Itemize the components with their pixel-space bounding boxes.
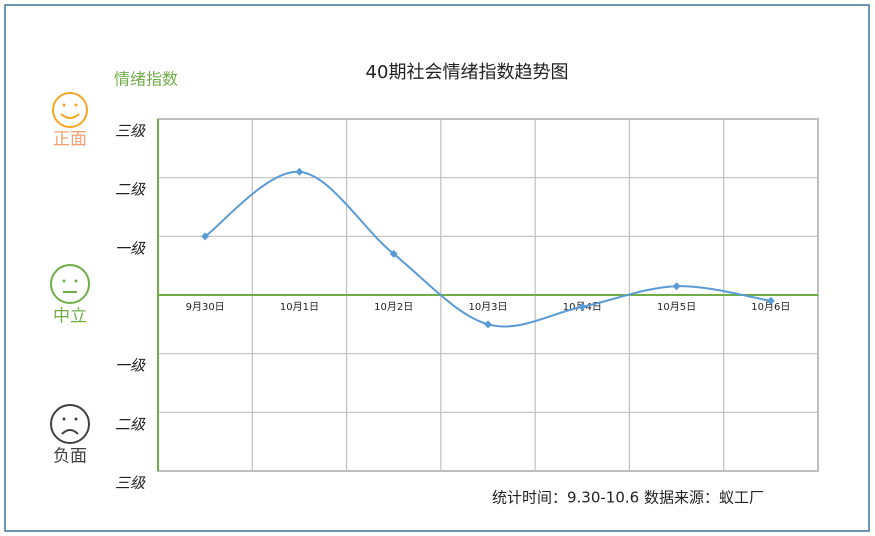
face-neutral [50, 264, 90, 304]
face-negative [50, 404, 90, 444]
marker [295, 167, 304, 176]
x-tick-label: 10月6日 [751, 301, 790, 313]
marker [766, 296, 775, 305]
marker [389, 249, 398, 258]
y-tick-label: 二级 [115, 415, 146, 433]
y-tick-label: 二级 [115, 181, 146, 199]
annotation: 中立 [53, 307, 87, 327]
marker [672, 282, 681, 291]
marker [484, 320, 492, 329]
y-axis-label: 情绪指数 [114, 70, 178, 89]
y-tick-label: 一级 [115, 357, 146, 375]
x-tick-label: 9月30日 [186, 301, 225, 313]
y-tick-label: 一级 [115, 239, 146, 257]
x-tick-label: 10月3日 [468, 301, 507, 313]
x-tick-label: 10月5日 [657, 301, 696, 313]
x-tick-label: 10月1日 [280, 301, 319, 313]
marker [578, 302, 587, 311]
annotation: 正面 [53, 130, 87, 150]
face-positive [52, 92, 88, 128]
chart-title: 40期社会情绪指数趋势图 [366, 62, 569, 83]
marker [201, 232, 210, 241]
note: 统计时间：9.30-10.6 数据来源：蚁工厂 [492, 489, 764, 507]
y-tick-label: 三级 [115, 122, 146, 140]
annotation: 负面 [53, 447, 87, 467]
x-tick-label: 10月2日 [374, 301, 413, 313]
y-tick-label: 三级 [115, 474, 146, 492]
